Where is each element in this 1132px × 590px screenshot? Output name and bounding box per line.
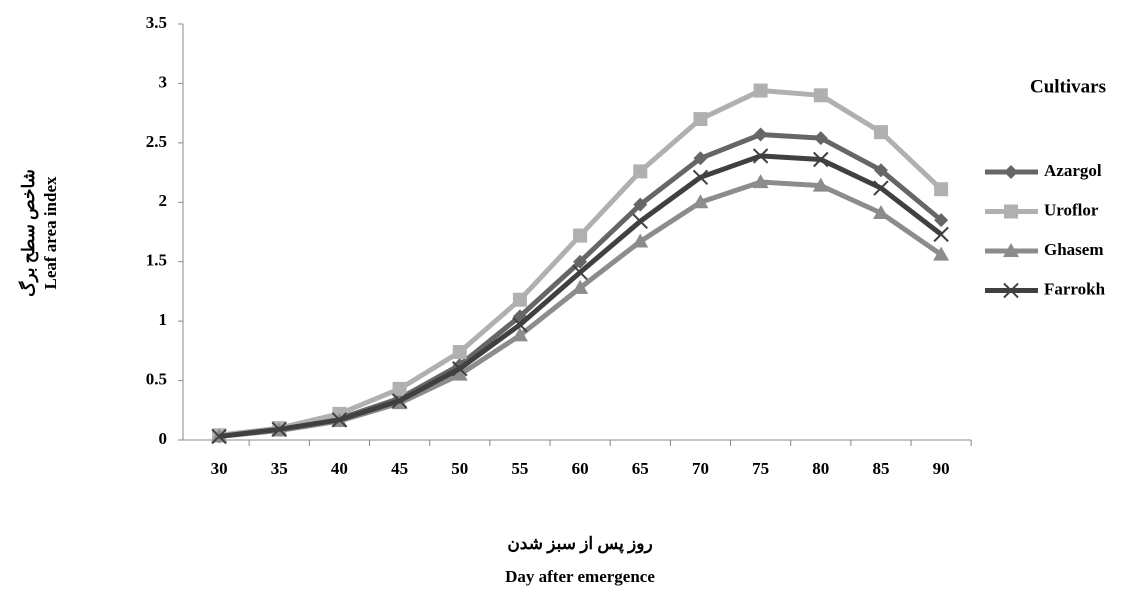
- point: [813, 131, 828, 146]
- legend-label: Ghasem: [1044, 240, 1104, 259]
- point: [752, 174, 769, 189]
- point: [692, 169, 709, 186]
- x-tick-label: 65: [632, 459, 649, 478]
- x-tick-label: 60: [572, 459, 589, 478]
- x-tick-label: 80: [812, 459, 829, 478]
- y-tick-label: 2.5: [146, 132, 167, 151]
- x-tick-label: 90: [933, 459, 950, 478]
- y-tick-label: 0: [159, 429, 168, 448]
- point: [632, 213, 648, 230]
- legend-label: Azargol: [1044, 161, 1102, 180]
- point: [692, 194, 709, 209]
- point: [451, 366, 468, 381]
- legend-title: Cultivars: [1030, 76, 1106, 97]
- point: [572, 264, 588, 281]
- point: [572, 279, 589, 294]
- x-tick-label: 85: [872, 459, 889, 478]
- point: [512, 292, 527, 307]
- point: [573, 254, 588, 269]
- y-tick-label: 1: [159, 310, 168, 329]
- x-title: Day after emergence: [505, 567, 655, 586]
- legend-label: Uroflor: [1044, 200, 1099, 219]
- series-line: [218, 179, 943, 439]
- legend-marker: [1003, 243, 1019, 257]
- point: [753, 83, 768, 98]
- x-tick-label: 35: [271, 459, 288, 478]
- x-tick-label: 30: [211, 459, 228, 478]
- x-tick-label: 40: [331, 459, 348, 478]
- point: [392, 381, 407, 396]
- point: [934, 182, 949, 197]
- x-tick-label: 55: [511, 459, 528, 478]
- y-tick-label: 3.5: [146, 13, 167, 32]
- point: [512, 317, 528, 333]
- y-tick-label: 2: [159, 191, 168, 210]
- point: [271, 421, 287, 438]
- point: [752, 148, 769, 164]
- point: [813, 151, 829, 168]
- point: [872, 204, 889, 219]
- x-tick-label: 45: [391, 459, 408, 478]
- point: [873, 180, 889, 196]
- x-tick-label: 50: [451, 459, 468, 478]
- point: [933, 226, 949, 243]
- point: [693, 112, 708, 127]
- y-tick-label: 0.5: [146, 369, 167, 388]
- point: [693, 151, 708, 166]
- legend-marker: [1004, 165, 1018, 179]
- legend-marker: [1003, 282, 1019, 299]
- point: [873, 125, 888, 140]
- point: [452, 360, 468, 377]
- point: [934, 213, 949, 228]
- point: [632, 233, 649, 248]
- point: [813, 88, 828, 103]
- x-tick-label: 75: [752, 459, 769, 478]
- y-tick-label: 3: [159, 72, 168, 91]
- x-tick-label: 70: [692, 459, 709, 478]
- legend-label: Farrokh: [1044, 279, 1106, 298]
- y-tick-label: 1.5: [146, 251, 167, 270]
- point: [753, 127, 768, 142]
- point: [391, 393, 408, 409]
- legend-marker: [1004, 204, 1018, 219]
- series-line: [218, 153, 943, 439]
- x-title-fa: روز پس از سبز شدن: [507, 534, 652, 554]
- point: [211, 428, 227, 445]
- point: [452, 345, 467, 360]
- point: [933, 246, 950, 261]
- point: [812, 177, 829, 192]
- y-title-fa: شاخص سطح برگ: [18, 169, 39, 297]
- point: [633, 197, 648, 212]
- y-title: Leaf area index: [41, 176, 60, 290]
- point: [633, 164, 648, 179]
- point: [511, 327, 528, 342]
- point: [331, 412, 348, 428]
- point: [873, 163, 888, 178]
- point: [573, 228, 588, 243]
